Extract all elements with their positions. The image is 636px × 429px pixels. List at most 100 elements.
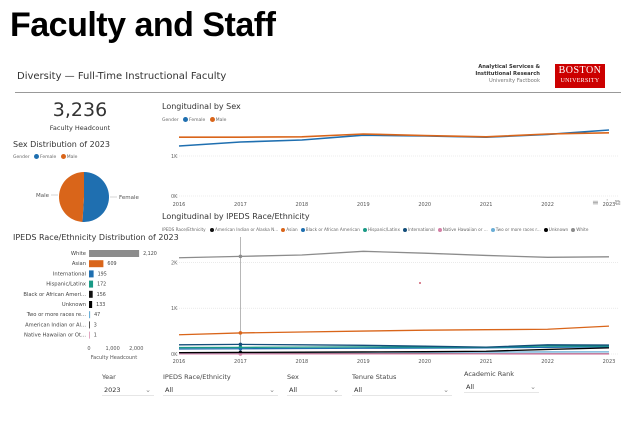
race-legend-item[interactable]: International — [407, 227, 435, 232]
series-line-hispanic-latinx — [178, 345, 610, 349]
university-logo: BOSTON UNIVERSITY — [555, 64, 605, 88]
bar-category-label: International — [53, 271, 86, 277]
sex-line-legend: Gender Female Male — [162, 117, 226, 123]
x-tick-label: 2017 — [234, 359, 247, 365]
x-tick-label: 2019 — [357, 202, 370, 208]
kpi-headcount-label: Faculty Headcount — [49, 124, 111, 132]
bar-category-label: American Indian or Al... — [25, 322, 86, 328]
bar-value-label: 195 — [98, 271, 107, 277]
female-legend-dot — [34, 154, 40, 159]
pie-legend-female[interactable]: Female — [40, 155, 57, 160]
slicer-tenure-dropdown[interactable]: All ⌄ — [352, 385, 452, 396]
bar-category-label: White — [71, 251, 86, 257]
pie-chart-title: Sex Distribution of 2023 — [13, 140, 110, 149]
slicer-year-value: 2023 — [104, 386, 121, 394]
race-legend-item[interactable]: Unknown — [548, 227, 569, 232]
chevron-down-icon: ⌄ — [333, 386, 339, 394]
legend-dot — [362, 228, 367, 232]
x-tick-label: 2021 — [480, 359, 493, 365]
bar-category-label: Asian — [72, 261, 86, 267]
series-line-international — [178, 343, 610, 348]
race-legend-item[interactable]: American Indian or Alaska N... — [214, 227, 279, 232]
race-legend-item[interactable]: Native Hawaiian or ... — [442, 227, 488, 232]
logo-line-2: UNIVERSITY — [560, 78, 600, 84]
x-tick-label: 2022 — [541, 359, 554, 365]
slicer-tenure: Tenure Status All ⌄ — [352, 373, 452, 396]
bar-category-label: Hispanic/Latinx — [46, 282, 86, 288]
x-tick-label: 0 — [87, 346, 90, 352]
race-line-chart-title: Longitudinal by IPEDS Race/Ethnicity — [162, 212, 310, 221]
slicer-sex-dropdown[interactable]: All ⌄ — [287, 385, 342, 396]
chevron-down-icon: ⌄ — [443, 386, 449, 394]
chevron-down-icon: ⌄ — [269, 386, 275, 394]
slicer-race-label: IPEDS Race/Ethnicity — [163, 373, 231, 381]
x-tick-label: 2021 — [480, 202, 493, 208]
x-tick-label: 2018 — [295, 359, 308, 365]
x-tick-label: 2018 — [295, 202, 308, 208]
slicer-race-dropdown[interactable]: All ⌄ — [163, 385, 278, 396]
filter-icon[interactable]: ≡ — [592, 198, 599, 207]
sex-legend-title: Gender — [162, 118, 179, 123]
series-line-asian — [178, 325, 610, 336]
slicer-sex-value: All — [289, 386, 298, 394]
slicer-tenure-value: All — [354, 386, 363, 394]
race-legend-item[interactable]: White — [576, 227, 589, 232]
race-legend-item[interactable]: Hispanic/Latinx — [367, 227, 400, 232]
focus-mode-icon[interactable]: ⧉ — [614, 198, 621, 207]
pie-legend: Gender Female Male — [13, 154, 77, 160]
stray-marker — [419, 282, 421, 284]
race-bar-chart: White 2,120 Asian 609 International 195 Hispan… — [23, 250, 157, 361]
series-line-unknown — [178, 347, 610, 354]
bar — [89, 321, 90, 329]
x-tick-label: 2,000 — [129, 346, 143, 352]
bar — [89, 280, 94, 288]
slicer-year: Year 2023 ⌄ — [102, 373, 154, 396]
x-tick-label: 2022 — [541, 202, 554, 208]
x-tick-label: 2023 — [603, 202, 616, 208]
sex-line-chart-title: Longitudinal by Sex — [162, 102, 241, 111]
slicer-year-dropdown[interactable]: 2023 ⌄ — [102, 385, 154, 396]
header-divider — [15, 92, 621, 93]
bar — [89, 260, 104, 268]
series-line-black-or-african-american — [178, 346, 610, 350]
y-tick-label: 0K — [171, 194, 178, 200]
org-attribution: Analytical Services & Institutional Rese… — [455, 64, 540, 85]
sex-legend-female[interactable]: Female — [189, 118, 206, 123]
x-tick-label: 2016 — [173, 359, 186, 365]
y-tick-label: 1K — [171, 306, 178, 312]
y-tick-label: 2K — [171, 260, 178, 266]
bar — [89, 301, 93, 308]
org-line-1: Analytical Services & — [478, 64, 540, 70]
bar-category-label: Native Hawaiian or Ot... — [24, 333, 86, 339]
male-legend-dot — [209, 117, 215, 122]
x-tick-label: 2016 — [173, 202, 186, 208]
sex-legend-male[interactable]: Male — [215, 118, 227, 123]
bar-category-label: Unknown — [62, 302, 86, 308]
more-options-icon[interactable]: ⋮ — [603, 198, 612, 207]
race-legend-item[interactable]: Asian — [286, 227, 298, 232]
slicer-rank-dropdown[interactable]: All ⌄ — [464, 382, 539, 393]
female-legend-dot — [183, 117, 189, 122]
pie-legend-male[interactable]: Male — [66, 155, 78, 160]
male-legend-dot — [60, 154, 66, 159]
org-line-2: Institutional Research — [475, 71, 540, 77]
race-legend-item[interactable]: Black or African American — [305, 227, 360, 232]
logo-line-1: BOSTON — [558, 65, 602, 76]
series-line-white — [178, 250, 610, 259]
slicer-rank: Academic Rank All ⌄ — [464, 370, 539, 393]
bar-value-label: 609 — [107, 261, 116, 267]
kpi-headcount-value: 3,236 — [52, 99, 108, 121]
bar — [89, 250, 140, 257]
race-legend-item[interactable]: Two or more races r... — [495, 227, 541, 232]
legend-dot — [490, 228, 495, 232]
slicer-race-value: All — [165, 386, 174, 394]
slicer-sex-label: Sex — [287, 373, 299, 381]
legend-dot — [543, 228, 548, 232]
slide-title: Faculty and Staff — [10, 6, 276, 44]
series-line-female — [178, 129, 610, 147]
pie-label-male: Male — [36, 193, 50, 199]
bar — [89, 290, 93, 298]
slicer-sex: Sex All ⌄ — [287, 373, 342, 396]
x-tick-label: 2020 — [418, 359, 431, 365]
slicer-tenure-label: Tenure Status — [352, 373, 397, 381]
